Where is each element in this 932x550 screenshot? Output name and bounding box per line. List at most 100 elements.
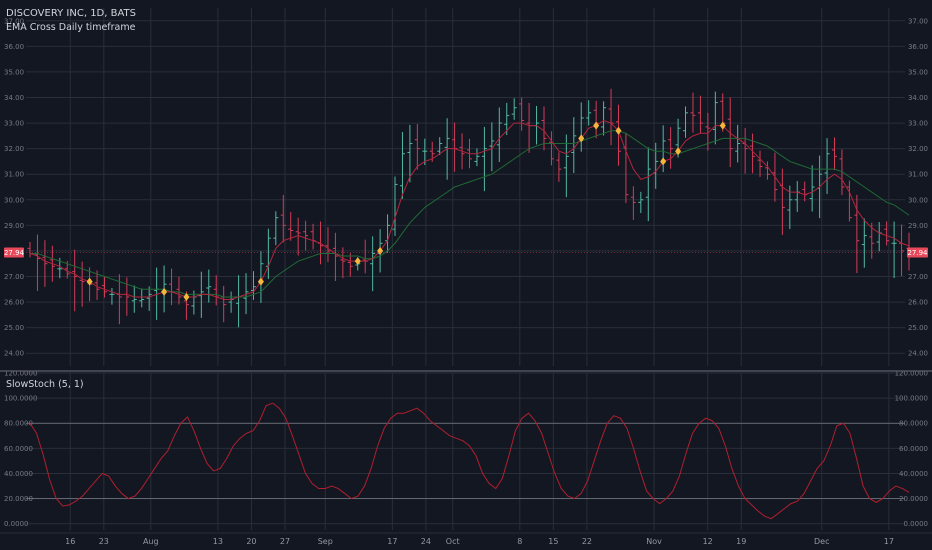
price-bar bbox=[615, 104, 621, 166]
price-bar bbox=[399, 132, 405, 199]
price-bar bbox=[764, 161, 770, 180]
price-bar bbox=[586, 100, 592, 126]
time-axis-label: Sep bbox=[318, 537, 333, 546]
time-axis-label: 16 bbox=[65, 537, 75, 546]
price-bar bbox=[645, 147, 651, 222]
price-axis-right-label: 36.00 bbox=[908, 43, 928, 51]
stoch-axis-right-label: 20.0000 bbox=[899, 495, 928, 503]
time-axis-label: 24 bbox=[421, 537, 431, 546]
price-bar bbox=[481, 126, 487, 192]
stoch-axis-right-label: 0.0000 bbox=[904, 520, 929, 528]
price-axis-right-label: 32.00 bbox=[908, 145, 928, 153]
price-bar bbox=[243, 273, 249, 315]
price-bar bbox=[139, 288, 145, 308]
price-bar bbox=[303, 220, 309, 251]
cross-signal-marker bbox=[183, 292, 190, 301]
price-axis-left-label: 35.00 bbox=[4, 68, 24, 76]
stoch-axis-right-label: 60.0000 bbox=[899, 445, 928, 453]
cross-signal-marker bbox=[593, 121, 600, 130]
indicator-title[interactable]: EMA Cross Daily timeframe bbox=[6, 22, 136, 33]
price-bar bbox=[630, 186, 636, 220]
time-axis-label: 19 bbox=[736, 537, 746, 546]
price-bar bbox=[474, 148, 480, 167]
stoch-axis-left-label: 100.0000 bbox=[4, 395, 37, 403]
price-bar bbox=[832, 137, 838, 171]
price-axis-right-label: 27.00 bbox=[908, 273, 928, 281]
price-bar bbox=[787, 185, 793, 230]
price-bar bbox=[884, 221, 890, 246]
time-axis-label: 8 bbox=[517, 537, 522, 546]
price-axis-left-label: 30.00 bbox=[4, 196, 24, 204]
last-price-tag-left bbox=[4, 247, 24, 258]
price-bar bbox=[295, 217, 301, 256]
time-axis-label: 23 bbox=[99, 537, 109, 546]
price-axis-left-label: 33.00 bbox=[4, 120, 24, 128]
price-bar bbox=[601, 101, 607, 136]
price-bar bbox=[131, 285, 137, 313]
time-axis-label: Nov bbox=[646, 537, 662, 546]
time-axis-label: 27 bbox=[280, 537, 290, 546]
price-bar bbox=[638, 191, 644, 214]
price-bar bbox=[325, 227, 331, 263]
stoch-axis-right-label: 120.0000 bbox=[895, 370, 928, 378]
stoch-axis-left-label: 20.0000 bbox=[4, 495, 33, 503]
stoch-axis-right-label: 40.0000 bbox=[899, 470, 928, 478]
price-axis-left-label: 24.00 bbox=[4, 350, 24, 358]
price-axis-left-label: 37.00 bbox=[4, 17, 24, 25]
price-axis-right-label: 29.00 bbox=[908, 222, 928, 230]
price-axis-right-label: 26.00 bbox=[908, 299, 928, 307]
price-axis-right-label: 33.00 bbox=[908, 120, 928, 128]
price-bar bbox=[712, 91, 718, 145]
price-bar bbox=[34, 234, 40, 291]
price-axis-left-label: 36.00 bbox=[4, 43, 24, 51]
price-bar bbox=[496, 107, 502, 162]
time-axis-label: 15 bbox=[548, 537, 558, 546]
price-bar bbox=[519, 97, 525, 131]
price-bar bbox=[727, 97, 733, 168]
price-bar bbox=[705, 112, 711, 151]
cross-signal-marker bbox=[161, 287, 168, 296]
stoch-axis-left-label: 80.0000 bbox=[4, 420, 33, 428]
cross-signal-marker bbox=[257, 277, 264, 286]
price-bar bbox=[757, 150, 763, 177]
price-axis-right-label: 37.00 bbox=[908, 17, 928, 25]
price-bar bbox=[697, 95, 703, 134]
time-axis-label: Dec bbox=[814, 537, 829, 546]
stoch-indicator-title[interactable]: SlowStoch (5, 1) bbox=[6, 379, 84, 390]
price-bar bbox=[571, 117, 577, 174]
price-axis-right-label: 34.00 bbox=[908, 94, 928, 102]
price-axis-left-label: 31.00 bbox=[4, 171, 24, 179]
time-axis-label: Aug bbox=[143, 537, 159, 546]
cross-signal-marker bbox=[660, 157, 667, 166]
price-axis-left-label: 34.00 bbox=[4, 94, 24, 102]
price-bar bbox=[750, 133, 756, 174]
ema-fast-line bbox=[29, 119, 910, 301]
stoch-axis-right-label: 100.0000 bbox=[895, 395, 928, 403]
cross-signal-marker bbox=[377, 246, 384, 255]
price-bar bbox=[42, 240, 48, 287]
price-bar bbox=[891, 221, 897, 279]
price-axis-left-label: 32.00 bbox=[4, 145, 24, 153]
price-bar bbox=[370, 236, 376, 292]
price-bar bbox=[511, 98, 517, 120]
time-axis-label: 12 bbox=[703, 537, 713, 546]
last-price-tag-left-label: 27.94 bbox=[4, 249, 25, 257]
ema-slow-line bbox=[30, 130, 910, 298]
price-bar bbox=[146, 286, 152, 311]
price-bar bbox=[407, 124, 413, 183]
price-axis-left-label: 26.00 bbox=[4, 299, 24, 307]
price-bar bbox=[683, 106, 689, 138]
last-price-tag-right bbox=[907, 247, 928, 258]
stoch-axis-left-label: 40.0000 bbox=[4, 470, 33, 478]
price-bar bbox=[288, 212, 294, 241]
price-bar bbox=[206, 269, 212, 303]
price-bar bbox=[861, 218, 867, 268]
cross-signal-marker bbox=[578, 134, 585, 143]
stoch-axis-left-label: 120.0000 bbox=[4, 370, 37, 378]
symbol-title[interactable]: DISCOVERY INC, 1D, BATS bbox=[6, 8, 136, 19]
time-axis-label: 17 bbox=[884, 537, 894, 546]
price-bar bbox=[280, 194, 286, 243]
